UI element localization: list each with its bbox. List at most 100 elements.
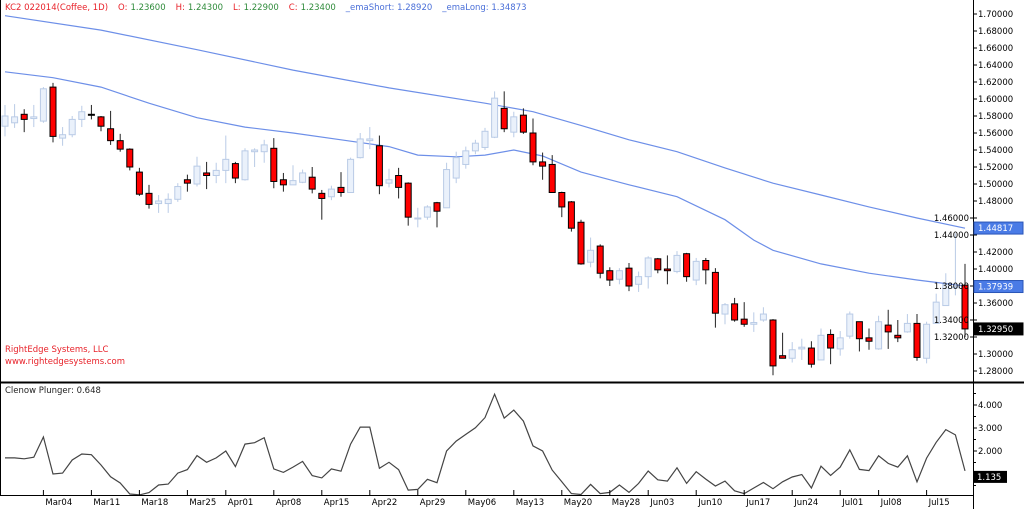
price-tick-label: 1.32000 <box>934 333 969 343</box>
candle-up <box>951 233 959 296</box>
candle-body <box>222 158 230 171</box>
candle-down <box>433 201 441 228</box>
date-tick-label: May13 <box>516 498 544 508</box>
price-tick-label: 1.44000 <box>934 231 969 241</box>
candle-body <box>174 186 182 200</box>
candle-body <box>913 322 921 358</box>
candle-body <box>587 249 595 263</box>
candle-down <box>894 320 902 343</box>
price-tick-label: 1.56000 <box>978 129 1013 139</box>
candle-body <box>817 334 825 361</box>
candle-body <box>107 128 115 142</box>
candle-down <box>807 341 815 368</box>
candle-body <box>702 260 710 271</box>
candle-down <box>279 172 287 192</box>
candle-body <box>279 179 287 186</box>
candle-body <box>356 138 364 159</box>
candle-down <box>116 133 124 152</box>
candle-down <box>865 328 873 350</box>
candle-up <box>68 116 76 138</box>
indicator-tick-label: 3.000 <box>978 424 1002 434</box>
candle-body <box>519 114 527 133</box>
candle-down <box>49 82 57 143</box>
candle-body <box>87 113 95 116</box>
close-label: C: <box>288 3 298 13</box>
candle-body <box>347 158 355 194</box>
candle-body <box>39 88 47 122</box>
candle-up <box>30 104 38 128</box>
candle-body <box>78 111 86 120</box>
price-tick-label: 1.38000 <box>934 282 969 292</box>
candle-down <box>567 201 575 232</box>
candle-body <box>11 116 19 124</box>
candle-body <box>260 144 268 153</box>
candle-up <box>491 91 499 139</box>
candle-down <box>731 297 739 322</box>
price-tick-label: 1.46000 <box>934 214 969 224</box>
candle-body <box>481 130 489 148</box>
candle-down <box>663 255 671 285</box>
candle-body <box>385 179 393 184</box>
candle-up <box>164 193 172 213</box>
candle-body <box>510 116 518 133</box>
candle-down <box>539 152 547 180</box>
candle-up <box>635 271 643 292</box>
candle-down <box>97 116 105 132</box>
candle-down <box>625 263 633 292</box>
candle-body <box>903 322 911 333</box>
price-tag-label: 1.37939 <box>978 283 1013 293</box>
indicator-last-tag <box>974 470 1007 483</box>
candle-down <box>519 108 527 134</box>
candle-up <box>11 104 19 128</box>
candle-up <box>615 268 623 285</box>
candle-down <box>913 314 921 361</box>
plunger-indicator <box>5 392 966 495</box>
candle-up <box>644 256 652 289</box>
candle-down <box>548 155 556 193</box>
date-tick-label: Jun03 <box>649 498 674 508</box>
candle-down <box>711 268 719 328</box>
candle-body <box>875 321 883 350</box>
price-tick-label: 1.52000 <box>978 163 1013 173</box>
candle-body <box>884 324 892 333</box>
date-tick-label: May28 <box>612 498 640 508</box>
candle-body <box>846 313 854 337</box>
price-tick-label: 1.68000 <box>978 27 1013 37</box>
last-price-tag <box>973 322 1024 336</box>
candle-up <box>759 307 767 322</box>
candle-up <box>327 185 335 201</box>
low-label: L: <box>233 3 241 13</box>
candle-down <box>577 219 585 265</box>
candle-body <box>596 245 604 274</box>
candle-body <box>145 192 153 205</box>
candle-body <box>212 169 220 176</box>
candle-body <box>241 150 249 181</box>
price-tick-label: 1.50000 <box>978 180 1013 190</box>
date-tick-label: Jul01 <box>841 498 863 508</box>
candle-body <box>625 267 633 287</box>
ema-long-line <box>4 15 966 229</box>
candle-body <box>692 260 700 281</box>
candle-down <box>203 161 211 190</box>
candle-down <box>769 319 777 376</box>
candle-up <box>462 146 470 169</box>
candle-down <box>87 104 95 120</box>
candle-up <box>299 169 307 184</box>
low-value: 1.22900 <box>243 3 279 13</box>
candle-down <box>404 182 412 226</box>
candle-down <box>337 172 345 197</box>
candle-up <box>366 127 374 150</box>
ema-price-tag <box>973 280 1024 294</box>
candle-body <box>116 140 124 150</box>
candle-up <box>846 311 854 339</box>
indicator-last-tag-label: 1.135 <box>977 473 1001 483</box>
candle-body <box>30 116 38 120</box>
high-value: 1.24300 <box>187 3 224 13</box>
candle-body <box>20 113 28 120</box>
date-tick-label: May06 <box>468 498 496 508</box>
candle-body <box>404 182 412 218</box>
candle-body <box>769 319 777 367</box>
watermark-url[interactable]: www.rightedgesystems.com <box>5 357 126 367</box>
candle-body <box>491 97 499 138</box>
